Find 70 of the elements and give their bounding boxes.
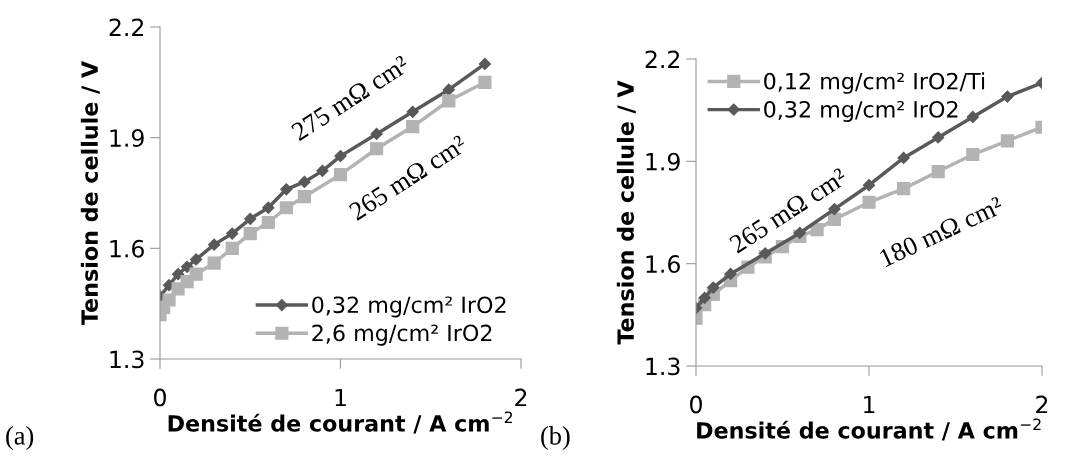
y-tick-label: 1.3 bbox=[110, 350, 144, 369]
point bbox=[724, 267, 737, 280]
point bbox=[406, 120, 420, 134]
annotation: 265 mΩ cm² bbox=[728, 167, 849, 254]
x-tick-label: 2 bbox=[515, 388, 527, 407]
x-tick-label: 1 bbox=[864, 395, 875, 414]
point bbox=[827, 212, 841, 226]
point bbox=[243, 226, 257, 241]
point bbox=[180, 260, 194, 273]
point bbox=[828, 202, 841, 216]
point bbox=[862, 195, 876, 209]
point bbox=[316, 164, 329, 177]
point bbox=[931, 164, 945, 179]
point bbox=[226, 227, 239, 240]
annotation: 180 mΩ cm² bbox=[878, 195, 1005, 268]
y-tick-label: 1.3 bbox=[646, 357, 680, 376]
y-tick-label: 1.9 bbox=[646, 152, 680, 171]
point bbox=[262, 201, 275, 214]
point bbox=[279, 201, 293, 215]
point bbox=[207, 256, 221, 270]
point bbox=[698, 291, 711, 304]
point bbox=[298, 175, 311, 189]
point bbox=[707, 281, 720, 294]
point bbox=[190, 253, 203, 266]
x-tick-label: 2 bbox=[1036, 395, 1048, 414]
point bbox=[1000, 134, 1014, 148]
point bbox=[370, 127, 383, 141]
legend-label: 2,6 mg/cm² IrO2 bbox=[312, 324, 492, 346]
point bbox=[862, 179, 876, 192]
point bbox=[897, 151, 910, 165]
point bbox=[478, 75, 492, 89]
x-tick-label: 0 bbox=[154, 388, 166, 407]
legend-label: 0,32 mg/cm² IrO2 bbox=[764, 100, 958, 123]
y-axis-title: Tension de cellule / V bbox=[80, 60, 100, 326]
x-tick-label: 0 bbox=[690, 395, 702, 414]
point bbox=[1001, 90, 1014, 103]
point bbox=[966, 147, 980, 162]
y-tick-label: 1.6 bbox=[110, 239, 144, 258]
point bbox=[406, 105, 419, 118]
point bbox=[225, 241, 239, 255]
point bbox=[932, 131, 945, 144]
point bbox=[370, 142, 384, 156]
point bbox=[171, 268, 185, 281]
x-tick-label: 1 bbox=[335, 388, 346, 407]
point bbox=[442, 94, 456, 108]
point bbox=[189, 267, 203, 281]
point bbox=[334, 150, 347, 163]
y-tick-label: 1.6 bbox=[646, 255, 680, 273]
legend-label: 0,12 mg/cm² IrO2/Ti bbox=[764, 72, 985, 94]
legend-label: 0,32 mg/cm² IrO2 bbox=[312, 296, 506, 318]
point bbox=[333, 167, 348, 182]
point bbox=[244, 212, 257, 225]
y-tick-label: 2.2 bbox=[645, 50, 680, 68]
y-axis-title: Tension de cellule / V bbox=[616, 80, 636, 345]
point bbox=[810, 222, 824, 237]
point bbox=[442, 83, 455, 96]
point bbox=[280, 183, 293, 196]
y-tick-label: 2.2 bbox=[109, 18, 144, 36]
point bbox=[966, 110, 979, 124]
x-axis-title: Densité de courant / A cm$^{−2}$ bbox=[697, 418, 1041, 441]
point bbox=[162, 293, 176, 307]
point bbox=[297, 190, 311, 204]
y-tick-label: 1.9 bbox=[110, 129, 144, 147]
text: (a) bbox=[6, 426, 34, 450]
text: (b) bbox=[541, 426, 570, 450]
point bbox=[261, 215, 275, 230]
point bbox=[897, 182, 911, 196]
point bbox=[478, 57, 491, 70]
x-axis-title: Densité de courant / A cm$^{−2}$ bbox=[168, 411, 513, 434]
point bbox=[208, 238, 221, 251]
